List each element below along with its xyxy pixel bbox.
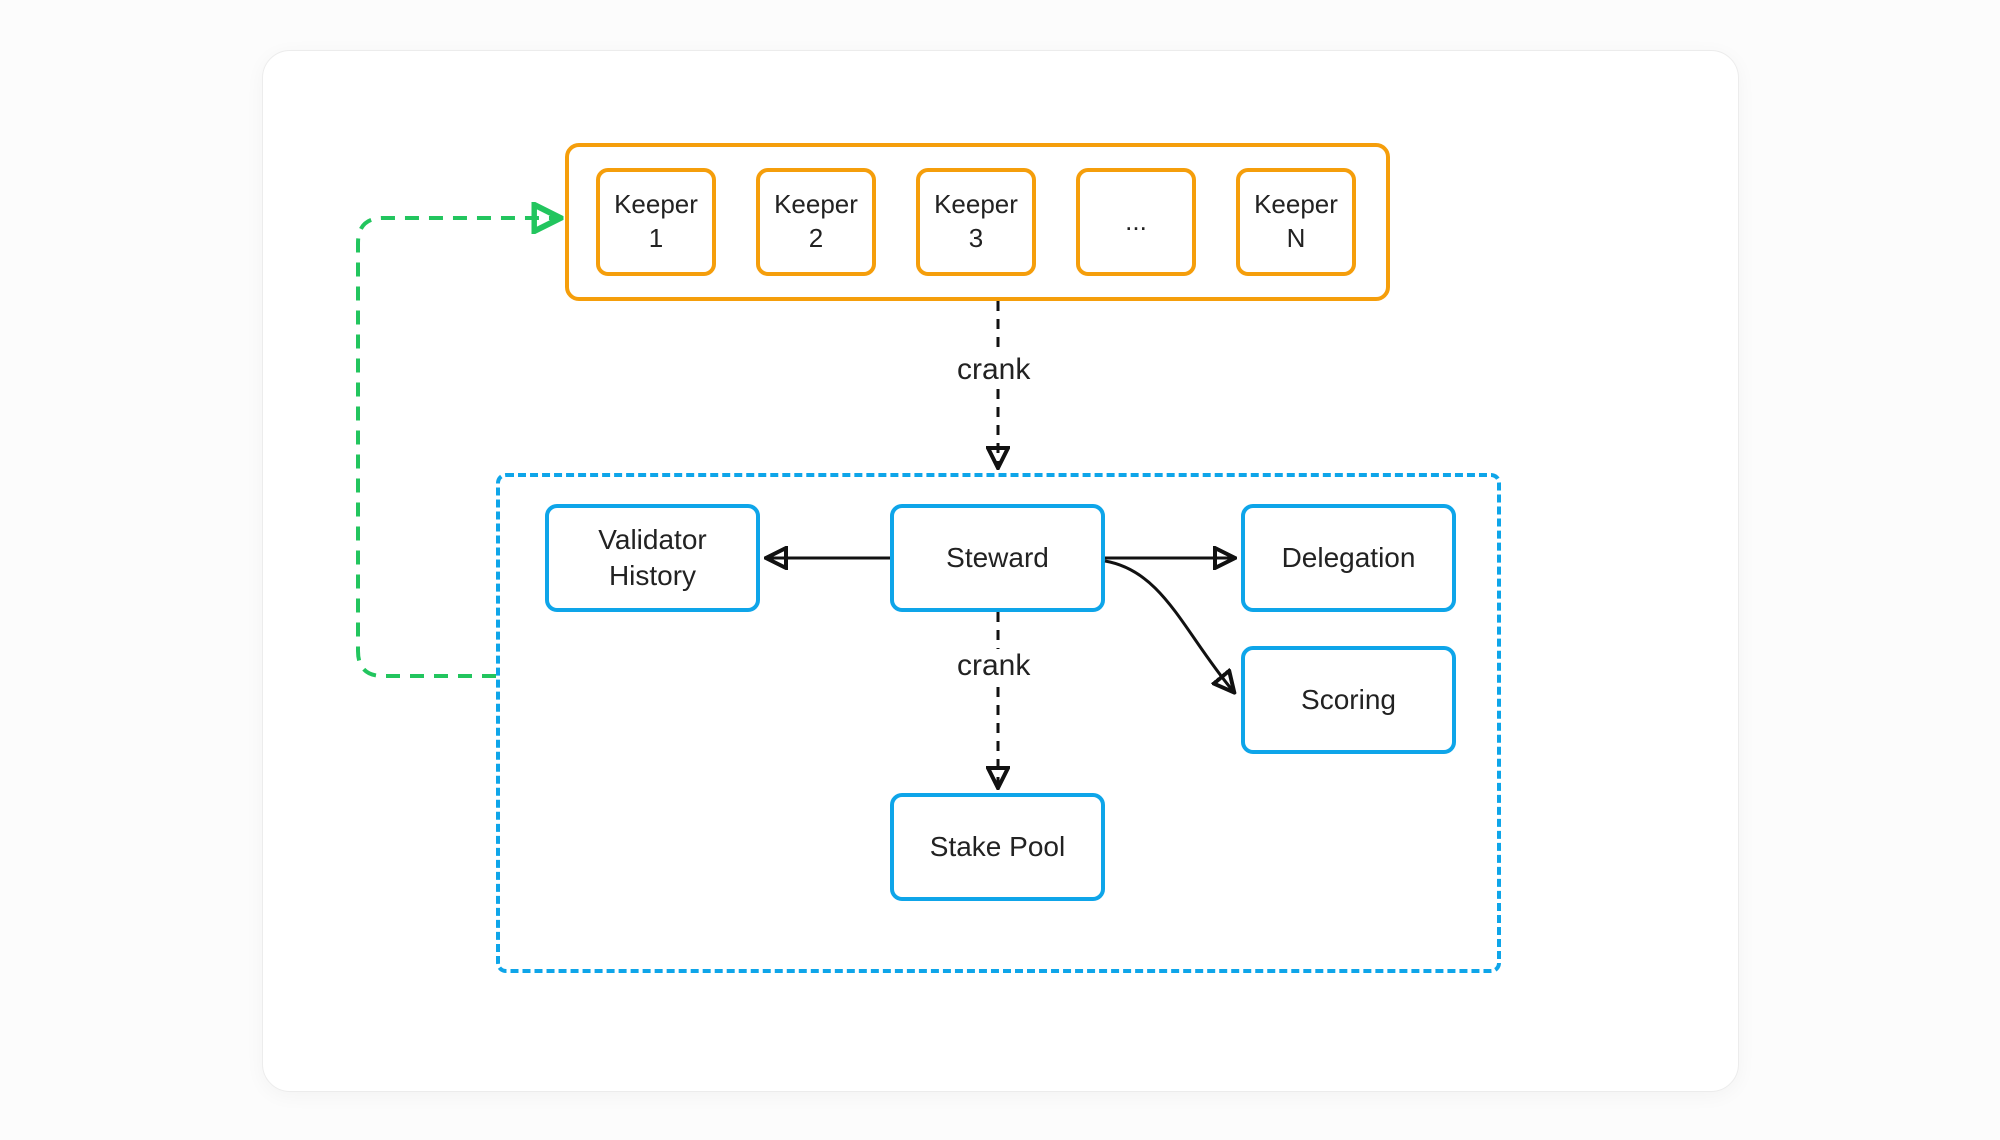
diagram-canvas: Keeper 1 Keeper 2 Keeper 3 ... Keeper N … — [262, 50, 1739, 1092]
keeper-box: Keeper 3 — [916, 168, 1036, 276]
keeper-box: Keeper N — [1236, 168, 1356, 276]
delegation-node: Delegation — [1241, 504, 1456, 612]
crank-label-bottom: crank — [957, 649, 1030, 683]
stake-pool-node: Stake Pool — [890, 793, 1105, 901]
validator-history-node: Validator History — [545, 504, 760, 612]
crank-label-top: crank — [957, 353, 1030, 387]
keeper-box: ... — [1076, 168, 1196, 276]
keeper-box: Keeper 2 — [756, 168, 876, 276]
steward-node: Steward — [890, 504, 1105, 612]
scoring-node: Scoring — [1241, 646, 1456, 754]
keeper-box: Keeper 1 — [596, 168, 716, 276]
